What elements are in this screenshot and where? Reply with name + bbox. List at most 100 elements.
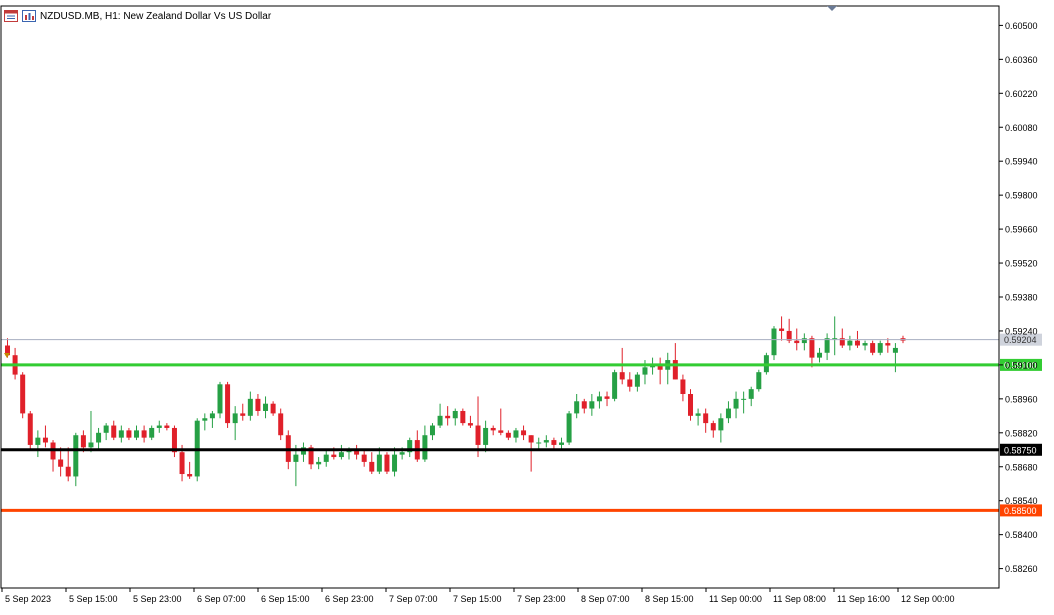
- bull-candle[interactable]: [35, 437, 41, 445]
- bear-candle[interactable]: [854, 340, 860, 346]
- bear-candle[interactable]: [331, 454, 337, 458]
- bear-candle[interactable]: [467, 423, 473, 426]
- bear-candle[interactable]: [187, 474, 193, 477]
- bull-candle[interactable]: [338, 452, 344, 458]
- bull-candle[interactable]: [543, 440, 549, 443]
- bear-candle[interactable]: [528, 435, 534, 443]
- bull-candle[interactable]: [323, 454, 329, 462]
- bear-candle[interactable]: [278, 413, 284, 436]
- bear-candle[interactable]: [80, 435, 86, 448]
- bull-candle[interactable]: [452, 410, 458, 419]
- bull-candle[interactable]: [634, 374, 640, 387]
- bull-candle[interactable]: [741, 398, 747, 400]
- bear-candle[interactable]: [657, 364, 663, 370]
- bull-candle[interactable]: [88, 442, 94, 448]
- bull-candle[interactable]: [156, 425, 162, 428]
- bull-candle[interactable]: [771, 328, 777, 356]
- bear-candle[interactable]: [809, 338, 815, 358]
- bear-candle[interactable]: [672, 360, 678, 380]
- bear-candle[interactable]: [42, 437, 48, 443]
- bull-candle[interactable]: [209, 413, 215, 419]
- bear-candle[interactable]: [58, 459, 64, 467]
- bull-candle[interactable]: [513, 430, 519, 438]
- bear-candle[interactable]: [581, 401, 587, 409]
- bull-candle[interactable]: [824, 338, 830, 353]
- bull-candle[interactable]: [847, 340, 853, 346]
- bull-candle[interactable]: [134, 430, 140, 438]
- bear-candle[interactable]: [126, 430, 132, 438]
- bull-candle[interactable]: [817, 352, 823, 358]
- chart-icon[interactable]: [22, 10, 36, 22]
- bear-candle[interactable]: [786, 330, 792, 341]
- bull-candle[interactable]: [399, 452, 405, 455]
- bear-candle[interactable]: [179, 452, 185, 475]
- bull-candle[interactable]: [832, 338, 838, 340]
- bear-candle[interactable]: [354, 449, 360, 455]
- bull-candle[interactable]: [558, 442, 564, 445]
- bear-candle[interactable]: [475, 425, 481, 445]
- bear-candle[interactable]: [65, 466, 71, 477]
- bull-candle[interactable]: [247, 398, 253, 416]
- bear-candle[interactable]: [703, 413, 709, 424]
- bear-candle[interactable]: [171, 427, 177, 453]
- bear-candle[interactable]: [627, 379, 633, 387]
- bull-candle[interactable]: [118, 430, 124, 438]
- bull-candle[interactable]: [892, 347, 898, 353]
- bear-candle[interactable]: [164, 425, 170, 428]
- bull-candle[interactable]: [801, 338, 807, 344]
- bull-candle[interactable]: [407, 440, 413, 453]
- bear-candle[interactable]: [885, 343, 891, 346]
- table-icon[interactable]: [4, 10, 18, 22]
- bull-candle[interactable]: [232, 413, 238, 424]
- bull-candle[interactable]: [483, 427, 489, 445]
- bull-candle[interactable]: [316, 461, 322, 465]
- bear-candle[interactable]: [369, 461, 375, 472]
- bear-candle[interactable]: [255, 398, 261, 411]
- bear-candle[interactable]: [551, 440, 557, 445]
- bull-candle[interactable]: [695, 413, 701, 416]
- bear-candle[interactable]: [445, 415, 451, 419]
- bull-candle[interactable]: [596, 396, 602, 402]
- bull-candle[interactable]: [217, 384, 223, 414]
- bear-candle[interactable]: [779, 328, 785, 331]
- bull-candle[interactable]: [392, 454, 398, 472]
- bear-candle[interactable]: [384, 454, 390, 472]
- bull-candle[interactable]: [376, 454, 382, 472]
- scroll-marker-icon[interactable]: [827, 6, 837, 11]
- bear-candle[interactable]: [20, 374, 26, 414]
- bear-candle[interactable]: [498, 430, 504, 433]
- bull-candle[interactable]: [429, 425, 435, 436]
- bull-candle[interactable]: [202, 418, 208, 421]
- bear-candle[interactable]: [361, 454, 367, 462]
- bull-candle[interactable]: [718, 418, 724, 431]
- bear-candle[interactable]: [521, 430, 527, 436]
- bull-candle[interactable]: [642, 367, 648, 375]
- bear-candle[interactable]: [270, 403, 276, 414]
- bull-candle[interactable]: [589, 401, 595, 409]
- bear-candle[interactable]: [240, 413, 246, 416]
- bull-candle[interactable]: [73, 435, 79, 477]
- bear-candle[interactable]: [710, 423, 716, 431]
- bear-candle[interactable]: [460, 410, 466, 424]
- bull-candle[interactable]: [733, 398, 739, 409]
- bull-candle[interactable]: [877, 343, 883, 353]
- bear-candle[interactable]: [5, 345, 10, 356]
- bear-candle[interactable]: [111, 425, 117, 438]
- bull-candle[interactable]: [862, 343, 868, 346]
- bear-candle[interactable]: [505, 432, 511, 438]
- bear-candle[interactable]: [680, 379, 686, 394]
- bear-candle[interactable]: [141, 430, 147, 438]
- bear-candle[interactable]: [619, 372, 625, 380]
- bear-candle[interactable]: [604, 396, 610, 399]
- bear-candle[interactable]: [308, 447, 314, 465]
- bull-candle[interactable]: [149, 427, 155, 438]
- bear-candle[interactable]: [27, 413, 33, 445]
- bull-candle[interactable]: [103, 425, 109, 433]
- bear-candle[interactable]: [794, 340, 800, 344]
- bull-candle[interactable]: [612, 372, 618, 399]
- bull-candle[interactable]: [96, 432, 102, 443]
- bear-candle[interactable]: [225, 384, 231, 424]
- bull-candle[interactable]: [263, 403, 269, 411]
- bear-candle[interactable]: [490, 427, 496, 431]
